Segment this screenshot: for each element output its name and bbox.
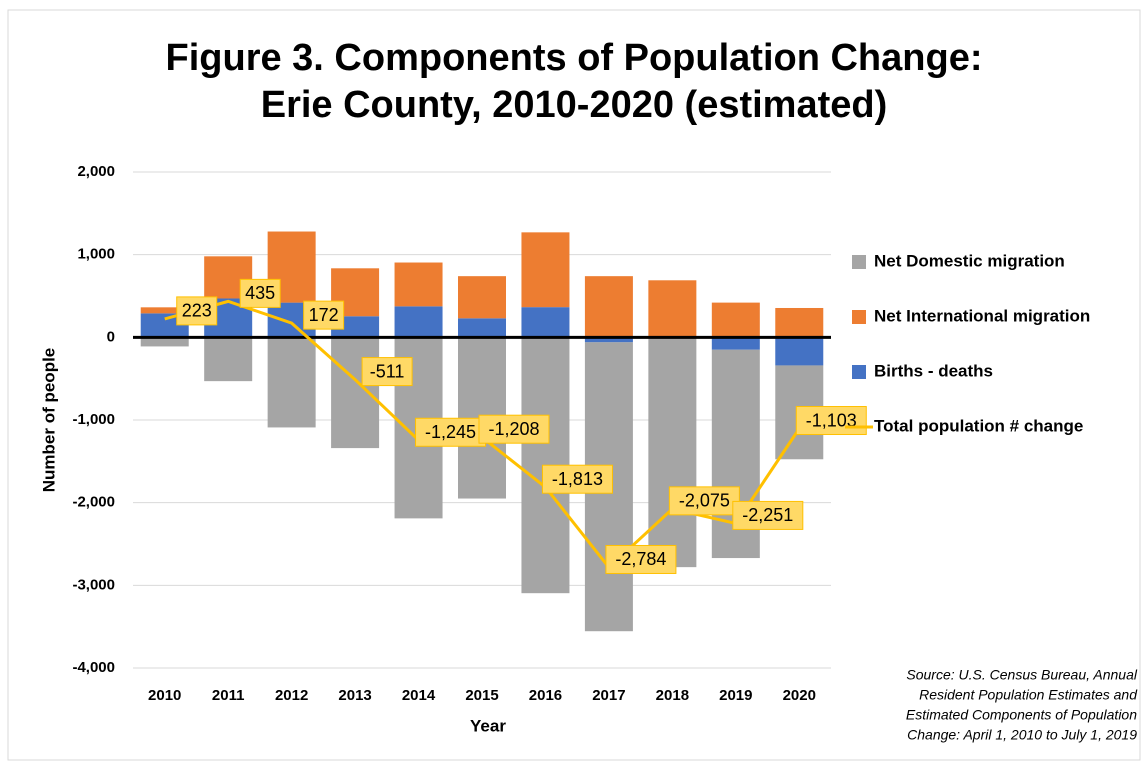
data-label: -2,251 [742, 505, 793, 525]
source-note: Resident Population Estimates and [919, 687, 1138, 703]
bar-segment [521, 232, 570, 308]
x-tick-label: 2016 [529, 687, 562, 704]
source-note: Source: U.S. Census Bureau, Annual [906, 667, 1138, 683]
bar-segment [775, 337, 824, 366]
data-label: 223 [182, 301, 212, 321]
data-label-box [239, 278, 281, 308]
bar-segment [648, 280, 697, 337]
bar-segment [458, 318, 506, 338]
x-tick-label: 2010 [148, 687, 181, 704]
bar-segment [711, 302, 760, 338]
data-label: -2,784 [615, 549, 666, 569]
legend-swatch [852, 365, 866, 379]
x-axis-label: Year [470, 716, 506, 735]
data-label-box [176, 296, 218, 326]
data-label: -1,103 [806, 410, 857, 430]
data-label: -1,813 [552, 469, 603, 489]
y-tick-label: 2,000 [77, 163, 115, 180]
data-label: -2,075 [679, 491, 730, 511]
data-label-box [668, 486, 740, 516]
chart-title: Figure 3. Components of Population Chang… [166, 37, 983, 79]
x-tick-label: 2018 [656, 687, 689, 704]
bar-segment [711, 337, 760, 350]
chart-frame [7, 9, 1141, 761]
bar-segment [204, 337, 253, 382]
x-tick-label: 2011 [212, 687, 245, 704]
y-tick-label: 0 [107, 328, 115, 345]
x-tick-label: 2014 [402, 687, 436, 704]
y-tick-label: -4,000 [72, 659, 115, 676]
x-tick-label: 2012 [275, 687, 308, 704]
legend-label: Net Domestic migration [874, 251, 1065, 270]
legend-swatch [852, 255, 866, 269]
data-label-box [361, 357, 413, 387]
bar-segment [584, 337, 633, 343]
x-tick-label: 2013 [338, 687, 371, 704]
bar-segment [140, 307, 189, 314]
x-tick-label: 2020 [783, 687, 816, 704]
legend-label: Net International migration [874, 306, 1090, 325]
data-label: -1,208 [488, 419, 539, 439]
bar-segment [521, 307, 570, 338]
y-tick-label: -2,000 [72, 494, 115, 511]
legend-swatch [852, 310, 866, 324]
chart-title: Erie County, 2010-2020 (estimated) [261, 84, 888, 126]
data-label: 172 [309, 305, 339, 325]
bar-segment [584, 276, 633, 338]
data-label: 435 [245, 283, 275, 303]
data-label-box [732, 500, 804, 530]
data-label-box [303, 300, 345, 330]
y-tick-label: -1,000 [72, 411, 115, 428]
bar-segment [331, 337, 380, 449]
y-tick-label: 1,000 [77, 246, 115, 263]
data-label-box [795, 406, 867, 436]
y-tick-label: -3,000 [72, 576, 115, 593]
bar-segment [394, 306, 443, 338]
bar-segment [267, 337, 316, 428]
data-label-box [415, 417, 487, 447]
bar-segment [394, 262, 443, 307]
y-axis-label: Number of people [39, 348, 58, 493]
bar-segment [458, 276, 506, 319]
legend-label: Total population # change [874, 416, 1083, 435]
x-tick-label: 2019 [719, 687, 752, 704]
data-label: -511 [370, 361, 405, 381]
data-label-box [541, 464, 613, 494]
source-note: Change: April 1, 2010 to July 1, 2019 [907, 727, 1137, 743]
data-label-box [478, 414, 550, 444]
data-label: -1,245 [425, 422, 476, 442]
x-tick-label: 2015 [465, 687, 498, 704]
x-tick-label: 2017 [592, 687, 625, 704]
legend-label: Births - deaths [874, 361, 993, 380]
bar-segment [140, 337, 189, 347]
bar-segment [775, 307, 824, 338]
bar-segment [648, 337, 697, 568]
source-note: Estimated Components of Population [906, 707, 1137, 723]
data-label-box [605, 544, 677, 574]
